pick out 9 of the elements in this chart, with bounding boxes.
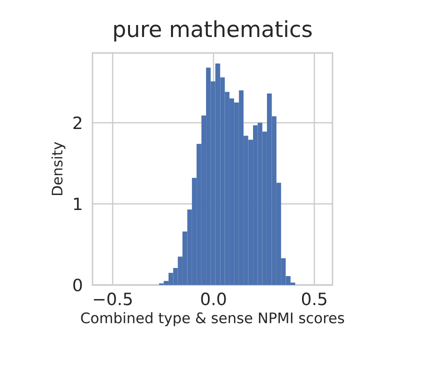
chart-title: pure mathematics [114,20,312,42]
y-tick-label: 2 [73,116,82,130]
x-tick-label: 0.5 [302,292,326,306]
x-tick-label: −0.5 [94,292,132,306]
y-tick-label: 0 [73,278,82,292]
y-tick-label: 1 [74,198,82,210]
x-axis-title: Combined type & sense NPMI scores [81,312,344,326]
y-axis-title: Density [51,142,66,196]
x-tick-label: 0.0 [201,292,226,306]
